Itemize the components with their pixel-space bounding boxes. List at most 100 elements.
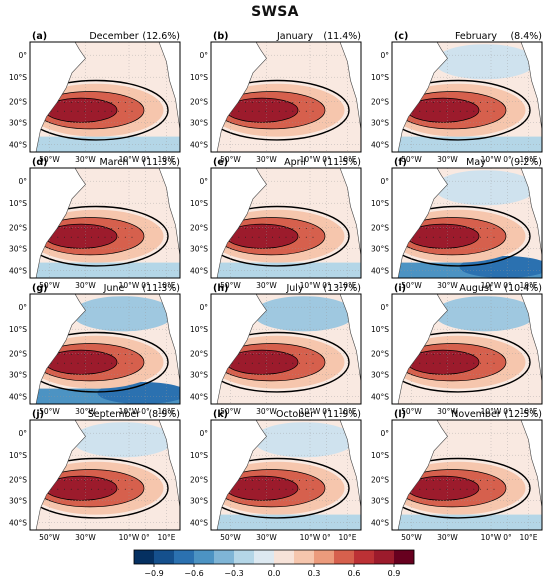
stipple-dot	[131, 362, 133, 364]
colorbar-swatch	[314, 550, 335, 564]
stipple-dot	[419, 228, 421, 229]
stipple-dot	[272, 228, 273, 229]
stipple-dot	[104, 102, 106, 103]
stipple-dot	[426, 354, 427, 355]
stipple-dot	[493, 236, 495, 238]
lon-tick-label: 30°W	[75, 155, 96, 164]
colorbar-swatch	[214, 550, 235, 564]
positive-anomaly-core	[407, 350, 479, 375]
stipple-dot	[77, 228, 79, 229]
colorbar-swatch	[354, 550, 375, 564]
stipple-dot	[57, 354, 59, 355]
lon-tick-label: 50°W	[220, 281, 241, 290]
stipple-dot	[432, 362, 434, 364]
stipple-dot	[453, 354, 454, 355]
stipple-dot	[493, 480, 495, 481]
stipple-dot	[493, 228, 495, 229]
zero-contour	[30, 205, 169, 267]
lon-tick-label: 50°W	[401, 155, 422, 164]
stipple-dot	[480, 488, 481, 490]
lat-tick-label: 0°	[18, 303, 27, 312]
panel-variance-pct: (8.9%)	[148, 409, 180, 420]
stipple-dot	[439, 102, 441, 103]
stipple-dot	[84, 362, 86, 364]
stipple-dot	[104, 110, 106, 112]
zero-contour	[30, 79, 169, 141]
positive-anomaly-core	[45, 476, 117, 501]
stipple-dot	[432, 110, 434, 112]
panel-month: September	[88, 409, 141, 420]
lon-tick-label: 10°W	[300, 533, 321, 542]
lon-tick-label: 50°W	[39, 533, 60, 542]
lat-tick-label: 10°S	[371, 199, 389, 208]
stipple-dot	[70, 102, 72, 103]
lat-tick-label: 10°S	[371, 451, 389, 460]
panel-month: August	[459, 283, 493, 294]
lat-tick-label: 30°S	[190, 118, 208, 127]
colorbar-tick-label: 0.0	[268, 569, 281, 578]
stipple-dot	[278, 228, 280, 229]
stipple-dot	[238, 110, 240, 112]
stipple-dot	[91, 228, 92, 229]
zero-contour	[392, 331, 531, 393]
south-america-landmass	[30, 42, 86, 152]
stipple-dot	[104, 354, 106, 355]
stipple-dot	[473, 488, 475, 490]
panel-variance-pct: (9.2%)	[510, 157, 542, 168]
lon-tick-label: 30°W	[75, 533, 96, 542]
panel-month: July	[285, 283, 303, 294]
lon-tick-label: 10°W	[481, 281, 502, 290]
zero-contour	[211, 79, 350, 141]
stipple-dot	[258, 102, 260, 103]
panel-variance-pct: (11.3%)	[142, 283, 180, 294]
lat-tick-label: 20°S	[371, 349, 389, 358]
stipple-dot	[480, 236, 481, 238]
lon-tick-label: 10°E	[519, 407, 537, 416]
lat-tick-label: 10°S	[190, 325, 208, 334]
stipple-dot	[305, 228, 307, 229]
panel-month: November	[451, 409, 501, 420]
lat-tick-label: 0°	[380, 303, 389, 312]
stipple-dot	[299, 236, 300, 238]
stipple-dot	[97, 354, 99, 355]
stipple-dot	[432, 102, 434, 103]
lon-tick-label: 50°W	[220, 155, 241, 164]
stipple-dot	[57, 362, 59, 364]
negative-core	[459, 256, 542, 278]
panel-frame	[210, 419, 362, 531]
stipple-dot	[131, 488, 133, 490]
stipple-dot	[57, 488, 59, 490]
zero-contour	[211, 331, 350, 393]
figure-title: SWSA	[251, 4, 299, 20]
south-america-landmass	[211, 168, 267, 278]
stipple-dot	[493, 488, 495, 490]
stipple-dot	[251, 236, 253, 238]
colorbar-swatch	[134, 550, 155, 564]
lat-tick-label: 40°S	[190, 518, 208, 527]
stipple-dot	[446, 110, 448, 112]
stipple-dot	[439, 362, 441, 364]
stipple-dot	[84, 480, 86, 481]
africa-landmass	[158, 42, 180, 131]
panel-frame	[210, 167, 362, 279]
stipple-dot	[118, 362, 119, 364]
south-america-landmass	[30, 294, 86, 404]
stipple-dot	[265, 102, 267, 103]
stipple-dot	[419, 480, 421, 481]
stipple-dot	[258, 488, 260, 490]
stipple-dot	[446, 480, 448, 481]
lon-tick-label: 30°W	[256, 155, 277, 164]
stipple-dot	[473, 480, 475, 481]
stipple-dot	[480, 102, 481, 103]
stipple-dot	[57, 236, 59, 238]
colorbar-tick-label: 0.6	[348, 569, 361, 578]
stipple-dot	[459, 236, 461, 238]
africa-landmass	[158, 420, 180, 509]
stipple-dot	[473, 228, 475, 229]
stipple-dot	[258, 228, 260, 229]
lat-tick-label: 0°	[18, 177, 27, 186]
map-panel	[30, 168, 180, 278]
africa-landmass	[520, 168, 542, 257]
stipple-dot	[91, 110, 92, 112]
